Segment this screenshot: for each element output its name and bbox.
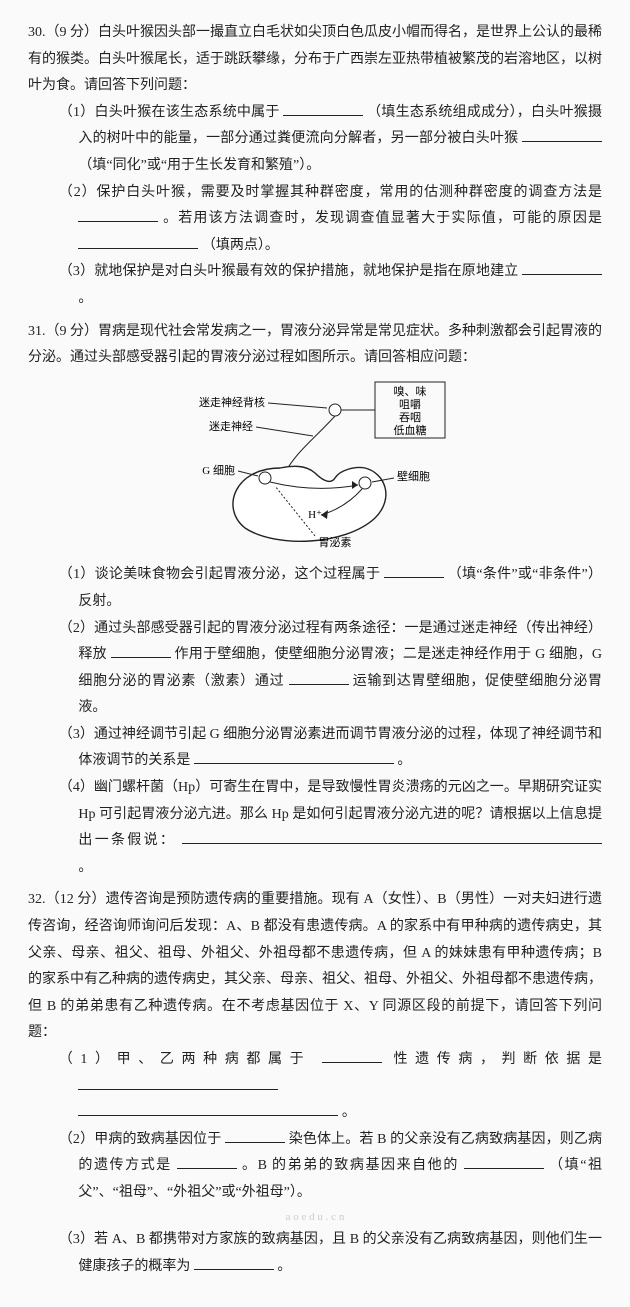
q31-s4-blank[interactable] bbox=[182, 829, 602, 844]
q32-s1-mid: 性遗传病，判断依据是 bbox=[393, 1052, 602, 1067]
q32-s2-mid2: 。B 的弟弟的致病基因来自他的 bbox=[242, 1158, 459, 1173]
q31-s3-blank[interactable] bbox=[194, 749, 394, 764]
q31-header: 31.（9 分）胃病是现代社会常发病之一，胃液分泌异常是常见症状。多种刺激都会引… bbox=[28, 319, 602, 372]
q31-s2-blank1[interactable] bbox=[111, 643, 171, 658]
nerve-node bbox=[329, 404, 341, 416]
q30-header: 30.（9 分）白头叶猴因头部一撮直立白毛状如尖顶白色瓜皮小帽而得名，是世界上公… bbox=[28, 20, 602, 100]
q30-s2-blank2[interactable] bbox=[78, 234, 198, 249]
q32-s2-blank3[interactable] bbox=[464, 1154, 544, 1169]
q30-s2-blank1[interactable] bbox=[78, 207, 158, 222]
q32-s1-blank1[interactable] bbox=[322, 1048, 382, 1063]
q31-s2-blank2[interactable] bbox=[289, 670, 349, 685]
question-31: 31.（9 分）胃病是现代社会常发病之一，胃液分泌异常是常见症状。多种刺激都会引… bbox=[28, 319, 602, 882]
stim-label-4: 低血糖 bbox=[394, 423, 427, 437]
q32-sub2: （2）甲病的致病基因位于 染色体上。若 B 的父亲没有乙病致病基因，则乙病的遗传… bbox=[48, 1127, 602, 1207]
q32-s2-blank2[interactable] bbox=[177, 1154, 237, 1169]
q31-s1-blank[interactable] bbox=[384, 563, 444, 578]
question-32: 32.（12 分）遗传咨询是预防遗传病的重要措施。现有 A（女性）、B（男性）一… bbox=[28, 887, 602, 1280]
q32-s1-blank2[interactable] bbox=[78, 1075, 278, 1090]
wall-cell-node bbox=[359, 477, 371, 489]
q32-sub1: （1）甲、乙两种病都属于 性遗传病，判断依据是 。 bbox=[48, 1047, 602, 1127]
q30-sub2: （2）保护白头叶猴，需要及时掌握其种群密度，常用的估测种群密度的调查方法是 。若… bbox=[48, 180, 602, 260]
leader-2 bbox=[256, 427, 313, 436]
question-30: 30.（9 分）白头叶猴因头部一撮直立白毛状如尖顶白色瓜皮小帽而得名，是世界上公… bbox=[28, 20, 602, 313]
q31-s3-end: 。 bbox=[397, 753, 411, 768]
q30-sub1: （1）白头叶猴在该生态系统中属于 （填生态系统组成成分），白头叶猴摄入的树叶中的… bbox=[48, 100, 602, 180]
q31-sub2: （2）通过头部感受器引起的胃液分泌过程有两条途径：一是通过迷走神经（传出神经）释… bbox=[48, 616, 602, 722]
q30-s2-tail2: （填两点）。 bbox=[202, 238, 279, 253]
q31-sub1: （1）谈论美味食物会引起胃液分泌，这个过程属于 （填“条件”或“非条件”）反射。 bbox=[48, 562, 602, 615]
q32-s2-blank1[interactable] bbox=[225, 1128, 285, 1143]
stim-label-2: 咀嚼 bbox=[399, 397, 421, 411]
watermark-text: a o e d u . c n bbox=[28, 1207, 602, 1228]
leader-1 bbox=[268, 403, 327, 408]
stim-label-1: 嗅、味 bbox=[394, 384, 427, 398]
q30-sub3: （3）就地保护是对白头叶猴最有效的保护措施，就地保护是指在原地建立 。 bbox=[48, 259, 602, 312]
wall-cell-label: 壁细胞 bbox=[397, 469, 430, 483]
q31-s4-end: 。 bbox=[78, 860, 92, 875]
q30-s1-blank2[interactable] bbox=[522, 127, 602, 142]
q30-s2-tail1: 。若用该方法调查时，发现调查值显著大于实际值，可能的原因是 bbox=[163, 211, 602, 226]
q32-s3-end: 。 bbox=[277, 1259, 291, 1274]
q32-header: 32.（12 分）遗传咨询是预防遗传病的重要措施。现有 A（女性）、B（男性）一… bbox=[28, 887, 602, 1047]
q30-s3-end: 。 bbox=[78, 291, 92, 306]
q30-s1-prefix: （1）白头叶猴在该生态系统中属于 bbox=[59, 105, 280, 120]
q32-sub3: （3）若 A、B 都携带对方家族的致病基因，且 B 的父亲没有乙病致病基因，则他… bbox=[48, 1227, 602, 1280]
q32-s1-end: 。 bbox=[342, 1105, 356, 1120]
g-cell-node bbox=[259, 472, 271, 484]
nerve-label-1: 迷走神经背核 bbox=[199, 395, 265, 409]
q31-sub4: （4）幽门螺杆菌（Hp）可寄生在胃中，是导致慢性胃炎溃疡的元凶之一。早期研究证实… bbox=[48, 775, 602, 881]
q31-sub3: （3）通过神经调节引起 G 细胞分泌胃泌素进而调节胃液分泌的过程，体现了神经调节… bbox=[48, 722, 602, 775]
nerve-label-2: 迷走神经 bbox=[209, 419, 253, 433]
q32-s1-prefix: （1）甲、乙两种病都属于 bbox=[59, 1052, 311, 1067]
q30-s1-paren2: （填“同化”或“用于生长发育和繁殖”）。 bbox=[78, 158, 320, 173]
hplus-label: H⁺ bbox=[308, 509, 322, 521]
stim-label-3: 吞咽 bbox=[399, 411, 421, 424]
stomach-diagram-svg: 嗅、味 咀嚼 吞咽 低血糖 迷走神经背核 迷走神经 G 细胞 壁细胞 bbox=[165, 378, 465, 548]
q32-s3-prefix: （3）若 A、B 都携带对方家族的致病基因，且 B 的父亲没有乙病致病基因，则他… bbox=[59, 1232, 602, 1274]
q31-diagram: 嗅、味 咀嚼 吞咽 低血糖 迷走神经背核 迷走神经 G 细胞 壁细胞 bbox=[28, 378, 602, 559]
q30-s1-blank1[interactable] bbox=[283, 101, 363, 116]
gastrin-label: 胃泌素 bbox=[319, 536, 352, 548]
q32-s2-prefix: （2）甲病的致病基因位于 bbox=[59, 1132, 222, 1147]
g-cell-label: G 细胞 bbox=[202, 464, 235, 477]
q32-s1-blank3[interactable] bbox=[78, 1101, 338, 1116]
q30-s3-blank[interactable] bbox=[522, 260, 602, 275]
vagus-path bbox=[285, 416, 335, 473]
q30-s3-text: （3）就地保护是对白头叶猴最有效的保护措施，就地保护是指在原地建立 bbox=[59, 264, 519, 279]
q32-s3-blank[interactable] bbox=[194, 1255, 274, 1270]
q31-s1-prefix: （1）谈论美味食物会引起胃液分泌，这个过程属于 bbox=[59, 567, 380, 582]
q30-s2-prefix: （2）保护白头叶猴，需要及时掌握其种群密度，常用的估测种群密度的调查方法是 bbox=[59, 185, 602, 200]
